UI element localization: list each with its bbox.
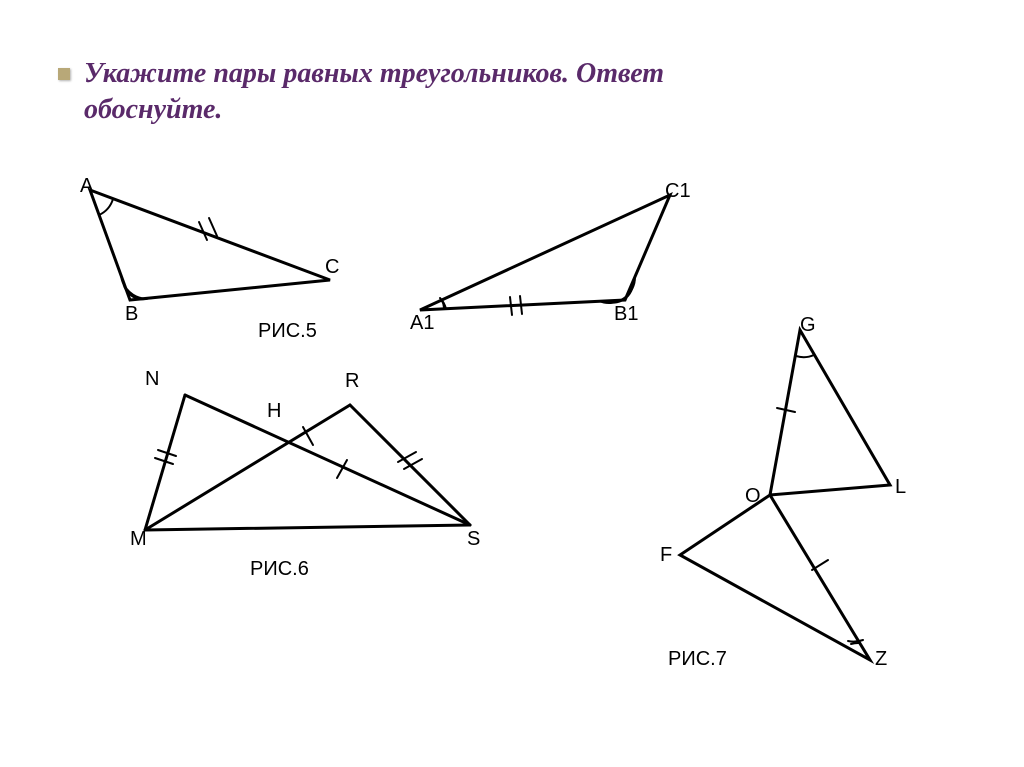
- label-G: G: [800, 314, 816, 337]
- label-Z: Z: [875, 648, 887, 671]
- label-C1: C1: [665, 180, 691, 203]
- label-B: B: [125, 303, 138, 326]
- label-A1: A1: [410, 312, 434, 335]
- label-H: H: [267, 400, 281, 423]
- label-O: O: [745, 485, 761, 508]
- label-R: R: [345, 370, 359, 393]
- caption-fig5: РИС.5: [258, 320, 317, 343]
- label-B1: B1: [614, 303, 638, 326]
- label-M: M: [130, 528, 147, 551]
- label-S: S: [467, 528, 480, 551]
- caption-fig6: РИС.6: [250, 558, 309, 581]
- label-L: L: [895, 476, 906, 499]
- label-N: N: [145, 368, 159, 391]
- label-C: C: [325, 256, 339, 279]
- caption-fig7: РИС.7: [668, 648, 727, 671]
- label-F: F: [660, 544, 672, 567]
- label-A: A: [80, 175, 93, 198]
